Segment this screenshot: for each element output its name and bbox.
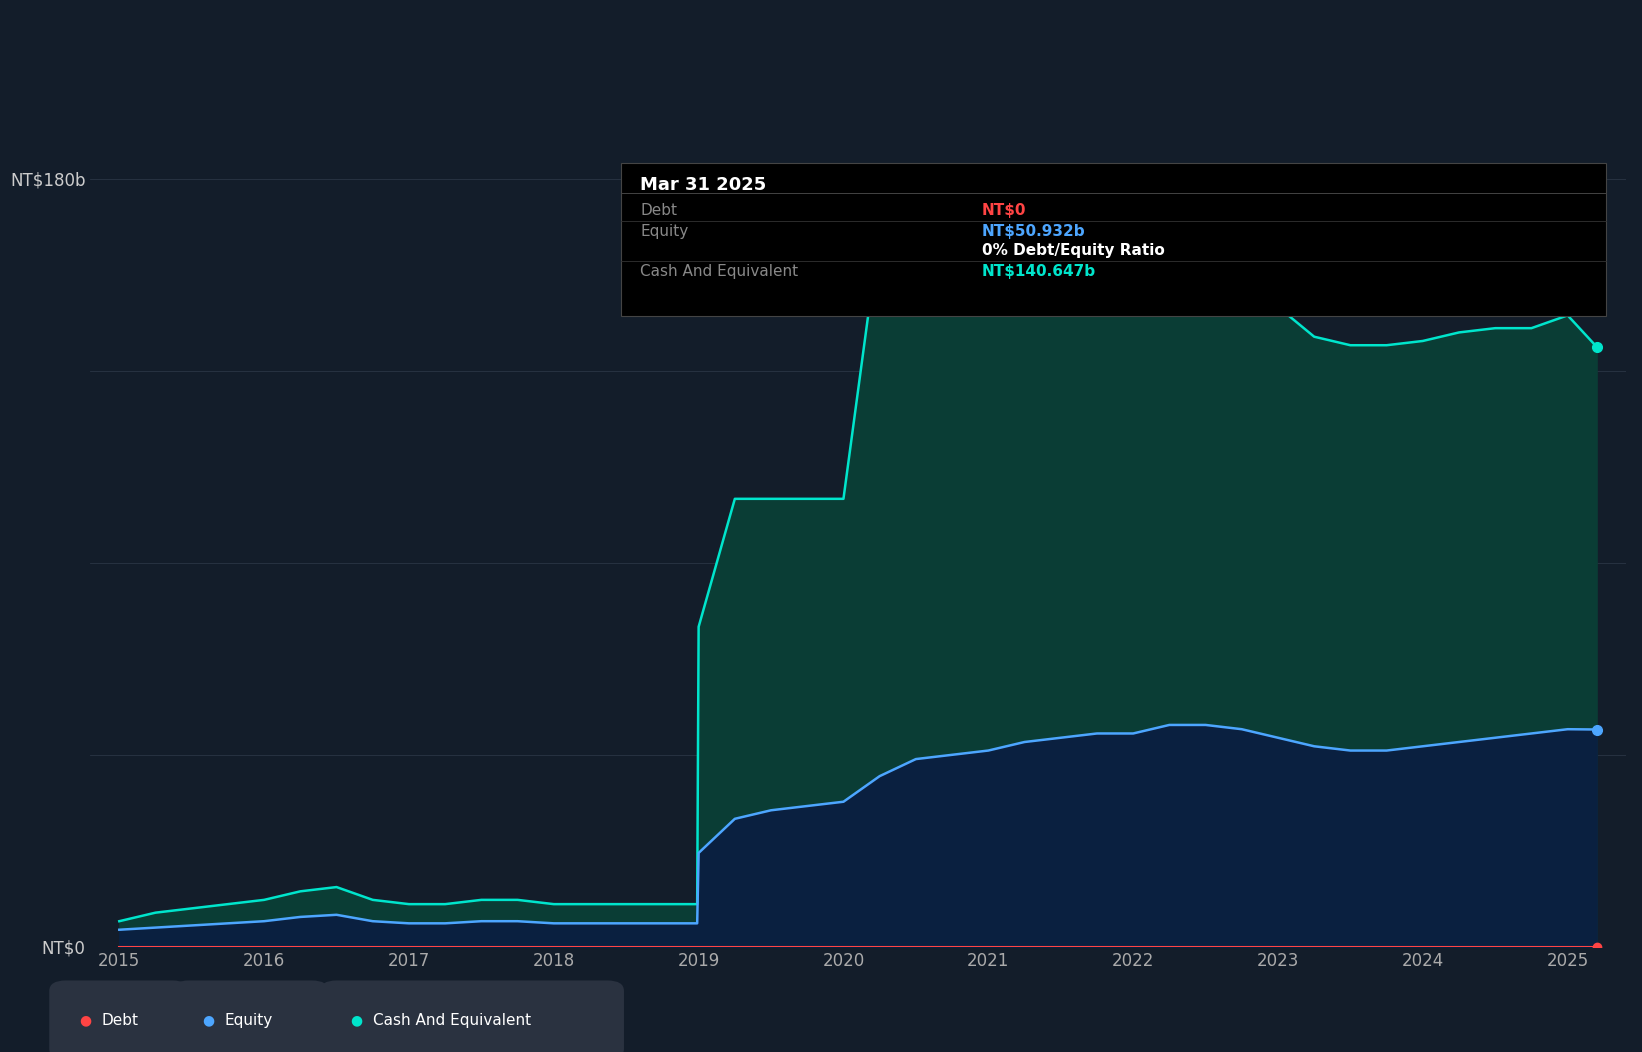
Text: Equity: Equity [640, 224, 688, 239]
Text: ●: ● [79, 1013, 92, 1028]
Text: Cash And Equivalent: Cash And Equivalent [373, 1013, 530, 1028]
Text: 0% Debt/Equity Ratio: 0% Debt/Equity Ratio [982, 243, 1164, 258]
Text: NT$140.647b: NT$140.647b [982, 264, 1097, 279]
Text: NT$50.932b: NT$50.932b [982, 224, 1085, 239]
Text: Equity: Equity [225, 1013, 273, 1028]
Text: Mar 31 2025: Mar 31 2025 [640, 176, 767, 194]
Text: ●: ● [202, 1013, 215, 1028]
Text: Debt: Debt [102, 1013, 140, 1028]
Text: NT$0: NT$0 [982, 203, 1026, 218]
Text: Debt: Debt [640, 203, 678, 218]
Text: ●: ● [350, 1013, 363, 1028]
Text: Cash And Equivalent: Cash And Equivalent [640, 264, 798, 279]
